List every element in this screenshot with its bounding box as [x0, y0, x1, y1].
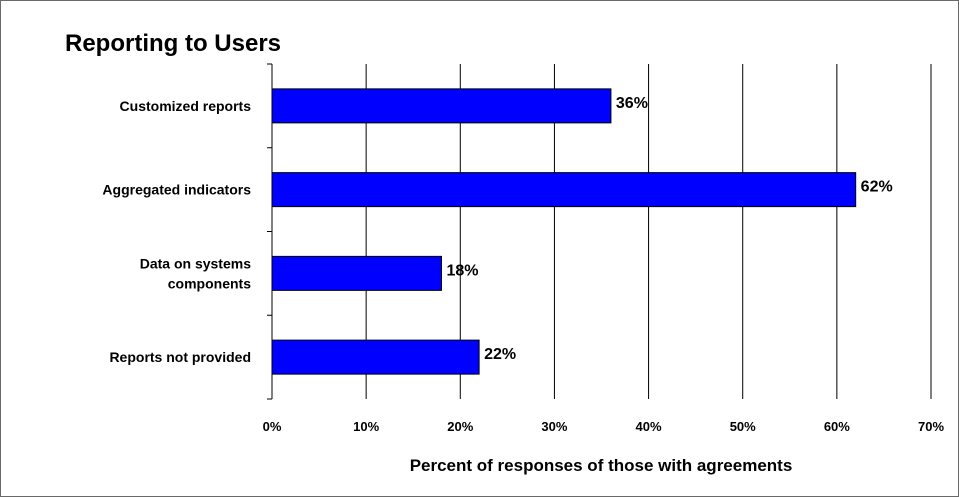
bar: [271, 172, 857, 208]
category-label-line: Reports not provided: [109, 349, 251, 365]
category-label-line: Aggregated indicators: [102, 182, 251, 198]
category-label: Data on systems components: [140, 255, 251, 291]
x-tick-label: 20%: [447, 419, 473, 434]
x-tick-label: 60%: [824, 419, 850, 434]
category-label-line: Data on systems: [140, 255, 251, 271]
data-label: 18%: [446, 262, 478, 279]
category-label: Aggregated indicators: [102, 182, 251, 198]
x-tick-label: 40%: [636, 419, 662, 434]
data-label: 22%: [484, 346, 516, 363]
x-tick-label: 10%: [353, 419, 379, 434]
bar: [271, 255, 442, 291]
bar: [271, 339, 480, 375]
data-label: 62%: [861, 179, 893, 196]
category-label: Customized reports: [120, 98, 252, 114]
x-axis-label: Percent of responses of those with agree…: [410, 456, 793, 475]
x-tick-labels: 0% 10% 20% 30% 40% 50% 60% 70%: [263, 419, 945, 434]
category-label-line: Customized reports: [120, 98, 252, 114]
bars: [271, 88, 857, 375]
category-label: Reports not provided: [109, 349, 251, 365]
x-tick-label: 50%: [730, 419, 756, 434]
x-tick-label: 0%: [263, 419, 282, 434]
x-tick-label: 70%: [918, 419, 944, 434]
bar: [271, 88, 612, 124]
category-labels: Customized reports Aggregated indicators D…: [102, 98, 251, 365]
x-tick-label: 30%: [541, 419, 567, 434]
data-labels: 36% 62% 18% 22%: [446, 95, 892, 363]
chart-title: Reporting to Users: [65, 30, 281, 57]
data-label: 36%: [616, 95, 648, 112]
category-label-line: components: [168, 275, 251, 291]
